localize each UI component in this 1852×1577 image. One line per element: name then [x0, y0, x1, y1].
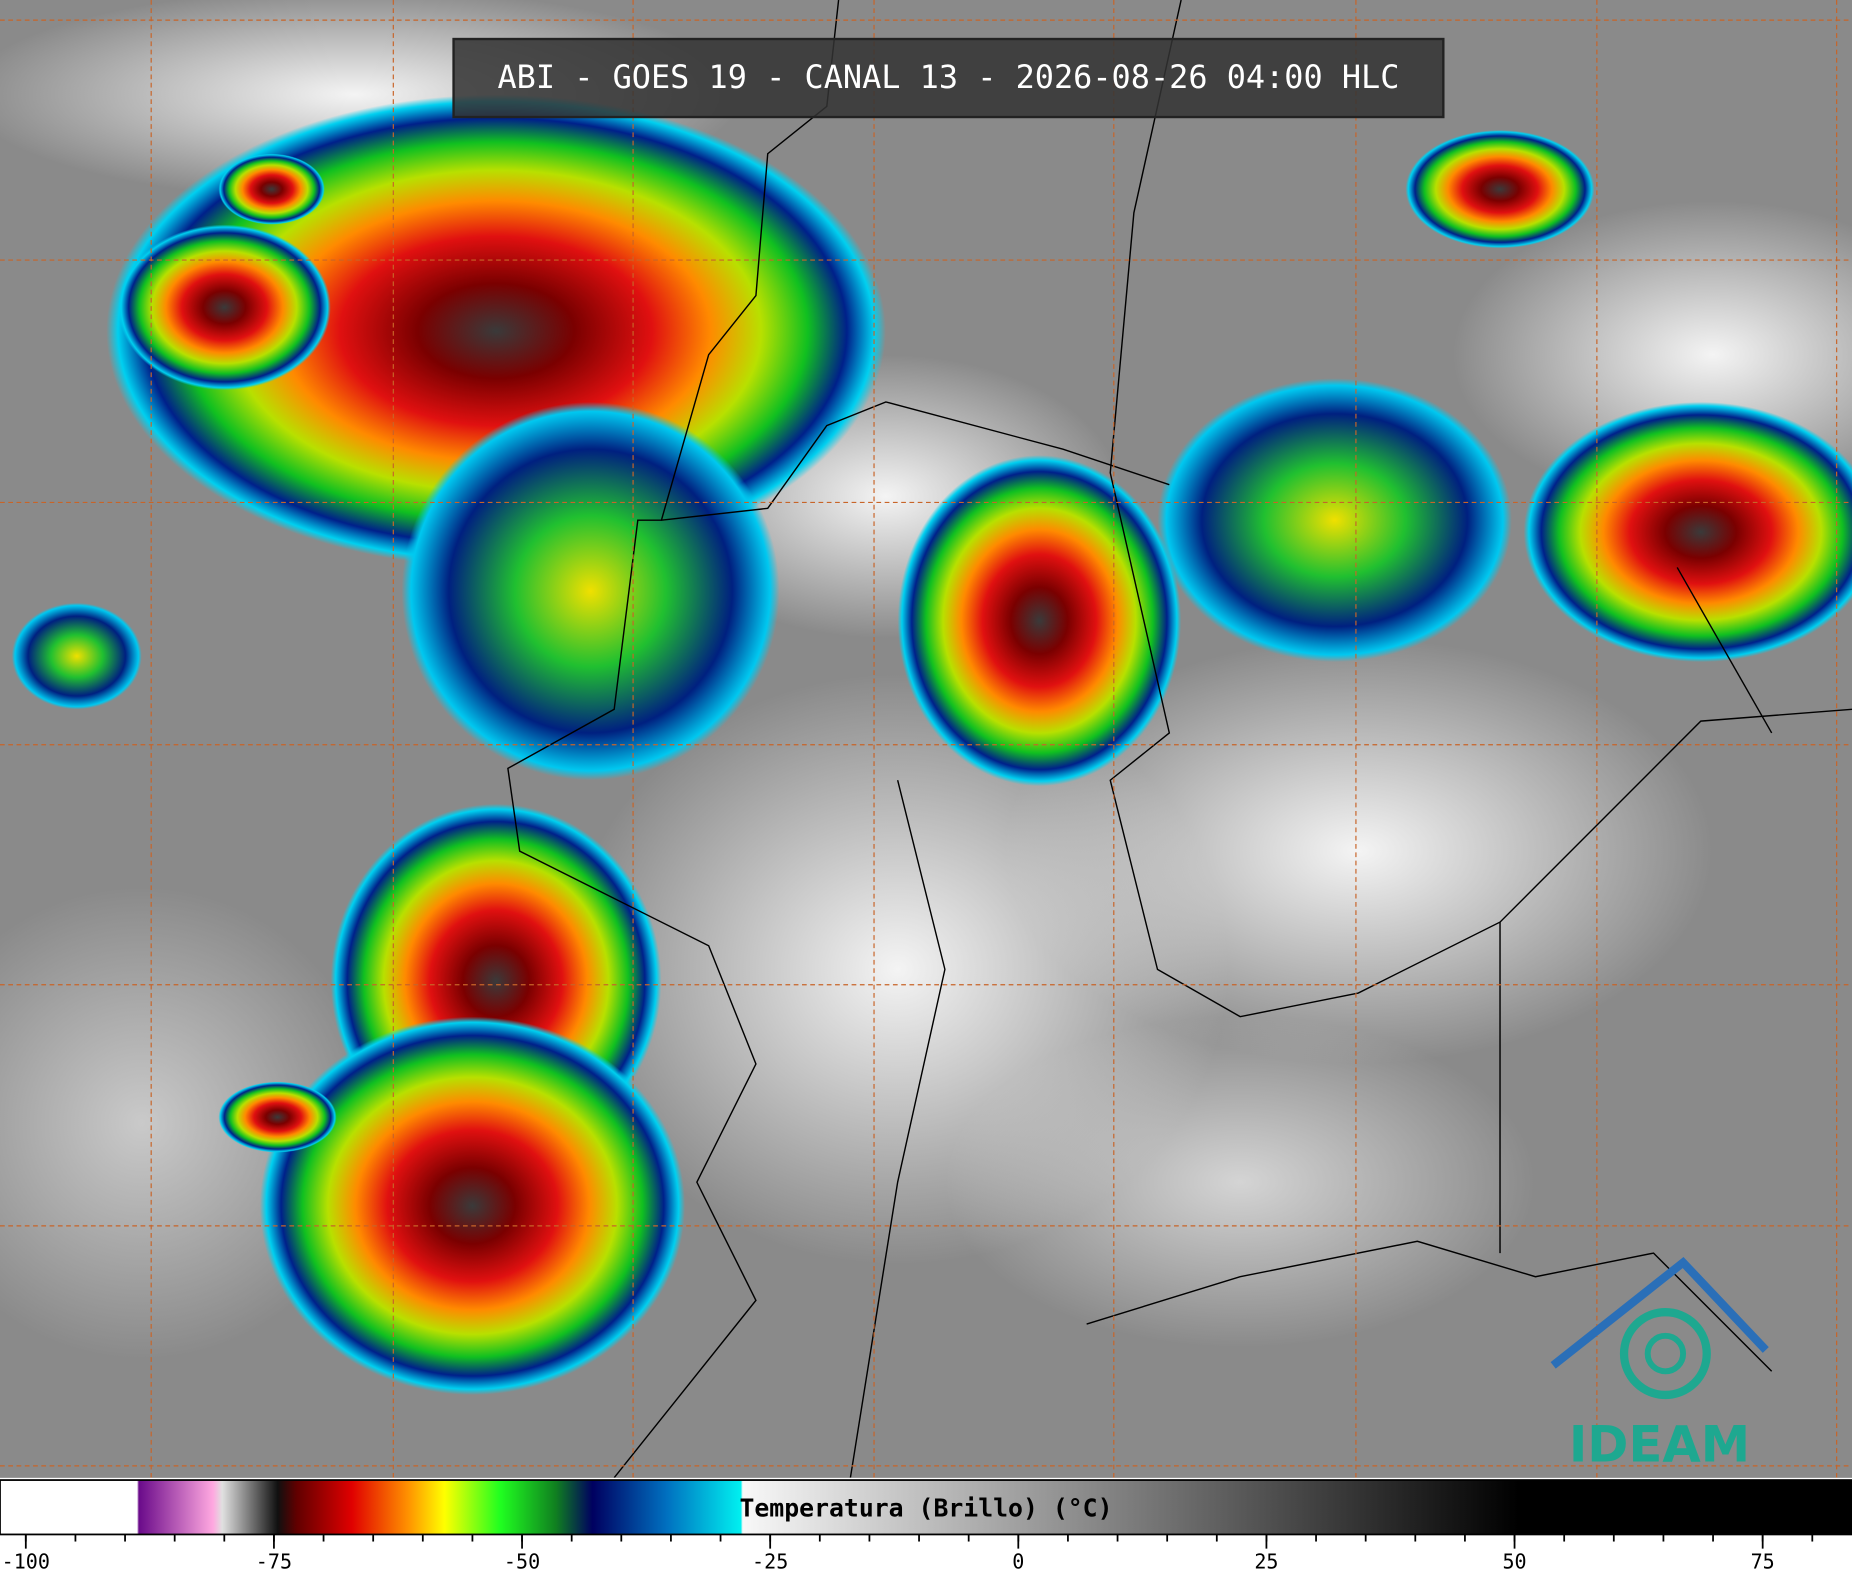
title-box: [452, 37, 1445, 119]
colorbar-ticks: -100 -75 -50 -25 0 25 50 75: [2, 1534, 1814, 1574]
tick-label: 75: [1751, 1550, 1775, 1574]
title: ABI - GOES 19 - CANAL 13 - 2026-08-26 04…: [497, 58, 1399, 96]
tick-label: 0: [1012, 1550, 1024, 1574]
colorbar-label: Temperatura (Brillo) (°C): [739, 1494, 1112, 1523]
tick-label: -100: [2, 1550, 50, 1574]
tick-label: 50: [1502, 1550, 1526, 1574]
tick-label: -75: [256, 1550, 292, 1574]
tick-label: -50: [504, 1550, 540, 1574]
logo: IDEAM: [1550, 1256, 1769, 1474]
graticule: [0, 0, 1852, 1478]
logo-text: IDEAM: [1569, 1416, 1750, 1474]
storms: [11, 94, 1852, 1395]
colorbar: [0, 1479, 1852, 1536]
tick-label: 25: [1254, 1550, 1278, 1574]
tick-label: -25: [752, 1550, 788, 1574]
